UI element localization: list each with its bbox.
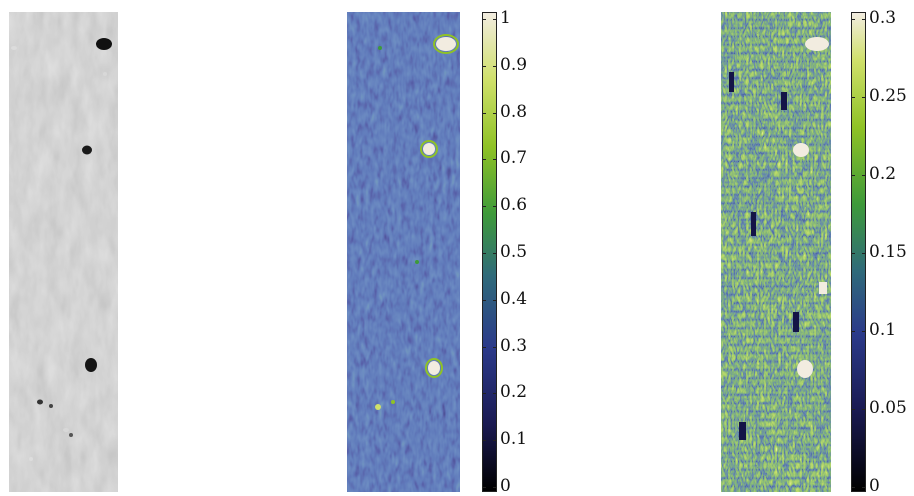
colorbar-tick <box>482 113 486 114</box>
colorbar-tick-label: 0.3 <box>869 8 897 28</box>
colorbar-tick <box>493 206 497 207</box>
colorbar-tick <box>493 66 497 67</box>
colorbar-tick <box>482 440 486 441</box>
colorbar-tick <box>493 347 497 348</box>
colorbar-tick-label: 0.2 <box>500 382 528 402</box>
colorbar-tick-label: 0.15 <box>869 242 907 262</box>
colorbar-tick-label: 0.8 <box>500 102 528 122</box>
heatmap-texture-icon <box>347 12 460 492</box>
colorbar-tick <box>862 253 866 254</box>
colorbar-tick <box>493 440 497 441</box>
colorbar-tick-label: 0.6 <box>500 195 528 215</box>
colorbar-tick <box>482 19 486 20</box>
colorbar-tick <box>482 393 486 394</box>
colorbar-tick <box>482 66 486 67</box>
colorbar-tick <box>851 19 855 20</box>
colorbar-tick <box>862 19 866 20</box>
colorbar-tick <box>493 253 497 254</box>
colorbar-tick <box>862 97 866 98</box>
colorbar-tick-label: 0.25 <box>869 86 907 106</box>
colorbar-tick-label: 0.1 <box>500 429 528 449</box>
grayscale-texture-icon <box>9 12 118 492</box>
colorbar-2 <box>851 12 866 492</box>
colorbar-tick <box>493 300 497 301</box>
colorbar-tick-label: 0.1 <box>869 320 897 340</box>
grayscale-image <box>9 12 118 492</box>
colorbar-tick-label: 0.9 <box>500 55 528 75</box>
colorbar-tick <box>862 409 866 410</box>
colorbar-tick-label: 0.2 <box>869 164 897 184</box>
colorbar-tick <box>851 253 855 254</box>
colorbar-tick <box>482 487 486 488</box>
colorbar-tick <box>482 300 486 301</box>
colorbar-tick <box>493 487 497 488</box>
colorbar-tick <box>851 97 855 98</box>
colorbar-tick <box>851 331 855 332</box>
colorbar-tick-label: 0.5 <box>500 242 528 262</box>
colorbar-tick <box>862 487 866 488</box>
colorbar-1 <box>482 12 497 492</box>
colorbar-tick-label: 1 <box>500 8 511 28</box>
map-image-2 <box>721 12 831 492</box>
colorbar-tick <box>862 175 866 176</box>
colorbar-tick <box>851 175 855 176</box>
colorbar-tick <box>493 113 497 114</box>
map-image-1 <box>347 12 460 492</box>
colorbar-tick-label: 0.4 <box>500 289 528 309</box>
colorbar-tick <box>851 487 855 488</box>
colorbar-tick <box>482 159 486 160</box>
colorbar-tick-label: 0.05 <box>869 398 907 418</box>
colorbar-tick <box>482 347 486 348</box>
heatmap-texture-icon <box>721 12 831 492</box>
colorbar-tick-label: 0 <box>869 476 880 496</box>
colorbar-tick-label: 0 <box>500 476 511 496</box>
colorbar-tick <box>482 206 486 207</box>
colorbar-tick <box>493 19 497 20</box>
colorbar-tick-label: 0.3 <box>500 336 528 356</box>
colorbar-tick <box>851 409 855 410</box>
colorbar-tick <box>862 331 866 332</box>
colorbar-tick <box>493 393 497 394</box>
colorbar-tick <box>482 253 486 254</box>
colorbar-tick <box>493 159 497 160</box>
colorbar-tick-label: 0.7 <box>500 148 528 168</box>
